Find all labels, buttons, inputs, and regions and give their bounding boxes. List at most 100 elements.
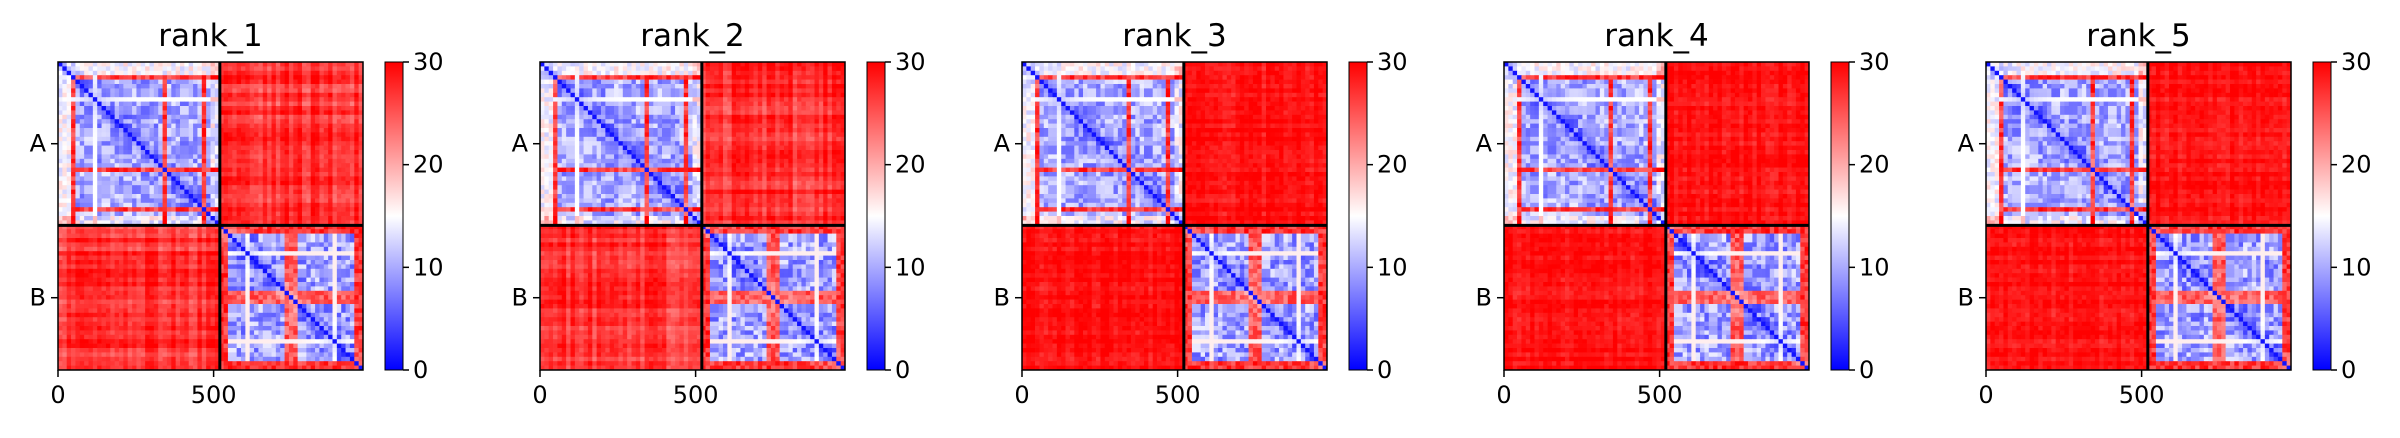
heatmap-cell	[328, 313, 333, 318]
heatmap-cell	[337, 97, 342, 102]
heatmap-cell	[224, 71, 229, 76]
heatmap-cell	[302, 264, 307, 269]
heatmap-cell	[176, 269, 181, 274]
heatmap-cell	[224, 216, 229, 221]
heatmap-cell	[224, 97, 229, 102]
heatmap-cell	[75, 344, 80, 349]
heatmap-cell	[93, 313, 98, 318]
heatmap-cell	[75, 137, 80, 142]
heatmap-cell	[115, 234, 120, 239]
heatmap-cell	[319, 313, 324, 318]
heatmap-cell	[128, 361, 133, 366]
heatmap-cell	[67, 264, 72, 269]
heatmap-cell	[123, 124, 128, 129]
heatmap-cell	[267, 295, 272, 300]
heatmap-cell	[254, 291, 259, 296]
heatmap-cell	[228, 141, 233, 146]
heatmap-cell	[263, 97, 268, 102]
heatmap-cell	[311, 229, 316, 234]
heatmap-cell	[276, 286, 281, 291]
heatmap-cell	[163, 260, 168, 265]
heatmap-cell	[276, 119, 281, 124]
heatmap-cell	[328, 348, 333, 353]
heatmap-cell	[106, 322, 111, 327]
heatmap-cell	[193, 295, 198, 300]
heatmap-cell	[202, 317, 207, 322]
heatmap-cell	[93, 322, 98, 327]
heatmap-cell	[97, 128, 102, 133]
heatmap-cell	[354, 128, 359, 133]
heatmap-cell	[132, 203, 137, 208]
heatmap-cell	[211, 335, 216, 340]
heatmap-cell	[293, 84, 298, 89]
heatmap-cell	[71, 242, 76, 247]
heatmap-cell	[258, 198, 263, 203]
heatmap-cell	[250, 106, 255, 111]
heatmap-cell	[197, 97, 202, 102]
heatmap-cell	[237, 322, 242, 327]
heatmap-cell	[176, 190, 181, 195]
heatmap-cell	[263, 154, 268, 159]
heatmap-cell	[293, 247, 298, 252]
heatmap-cell	[136, 137, 141, 142]
heatmap-cell	[119, 357, 124, 362]
heatmap-cell	[328, 203, 333, 208]
heatmap-cell	[163, 317, 168, 322]
heatmap-cell	[285, 185, 290, 190]
heatmap-cell	[84, 335, 89, 340]
heatmap-cell	[123, 110, 128, 115]
heatmap-cell	[285, 251, 290, 256]
heatmap-cell	[206, 80, 211, 85]
heatmap-cell	[311, 256, 316, 261]
heatmap-cell	[272, 238, 277, 243]
heatmap-cell	[180, 172, 185, 177]
heatmap-cell	[106, 71, 111, 76]
heatmap-cell	[119, 97, 124, 102]
heatmap-cell	[128, 150, 133, 155]
heatmap-cell	[123, 181, 128, 186]
heatmap-cell	[245, 264, 250, 269]
heatmap-cell	[250, 132, 255, 137]
heatmap-cell	[171, 348, 176, 353]
heatmap-cell	[228, 154, 233, 159]
heatmap-cell	[280, 207, 285, 212]
heatmap-cell	[306, 80, 311, 85]
heatmap-cell	[241, 352, 246, 357]
heatmap-cell	[324, 207, 329, 212]
heatmap-cell	[346, 150, 351, 155]
heatmap-cell	[128, 137, 133, 142]
heatmap-cell	[171, 128, 176, 133]
heatmap-cell	[337, 269, 342, 274]
heatmap-cell	[163, 190, 168, 195]
heatmap-cell	[176, 132, 181, 137]
heatmap-cell	[93, 132, 98, 137]
heatmap-cell	[224, 295, 229, 300]
heatmap-cell	[293, 110, 298, 115]
heatmap-cell	[202, 172, 207, 177]
heatmap-cell	[71, 198, 76, 203]
heatmap-cell	[158, 282, 163, 287]
heatmap-cell	[176, 313, 181, 318]
heatmap-cell	[102, 190, 107, 195]
heatmap-cell	[302, 313, 307, 318]
heatmap-cell	[302, 176, 307, 181]
heatmap-cell	[302, 119, 307, 124]
heatmap-cell	[276, 150, 281, 155]
heatmap-cell	[354, 212, 359, 217]
heatmap-cell	[158, 97, 163, 102]
heatmap-cell	[197, 66, 202, 71]
heatmap-cell	[154, 194, 159, 199]
heatmap-cell	[102, 84, 107, 89]
heatmap-cell	[110, 242, 115, 247]
heatmap-cell	[158, 264, 163, 269]
heatmap-cell	[315, 106, 320, 111]
heatmap-cell	[193, 330, 198, 335]
heatmap-cell	[346, 190, 351, 195]
heatmap-cell	[267, 102, 272, 107]
heatmap-cell	[276, 66, 281, 71]
heatmap-cell	[241, 256, 246, 261]
heatmap-cell	[102, 344, 107, 349]
heatmap-cell	[71, 97, 76, 102]
heatmap-cell	[263, 352, 268, 357]
heatmap-cell	[341, 141, 346, 146]
